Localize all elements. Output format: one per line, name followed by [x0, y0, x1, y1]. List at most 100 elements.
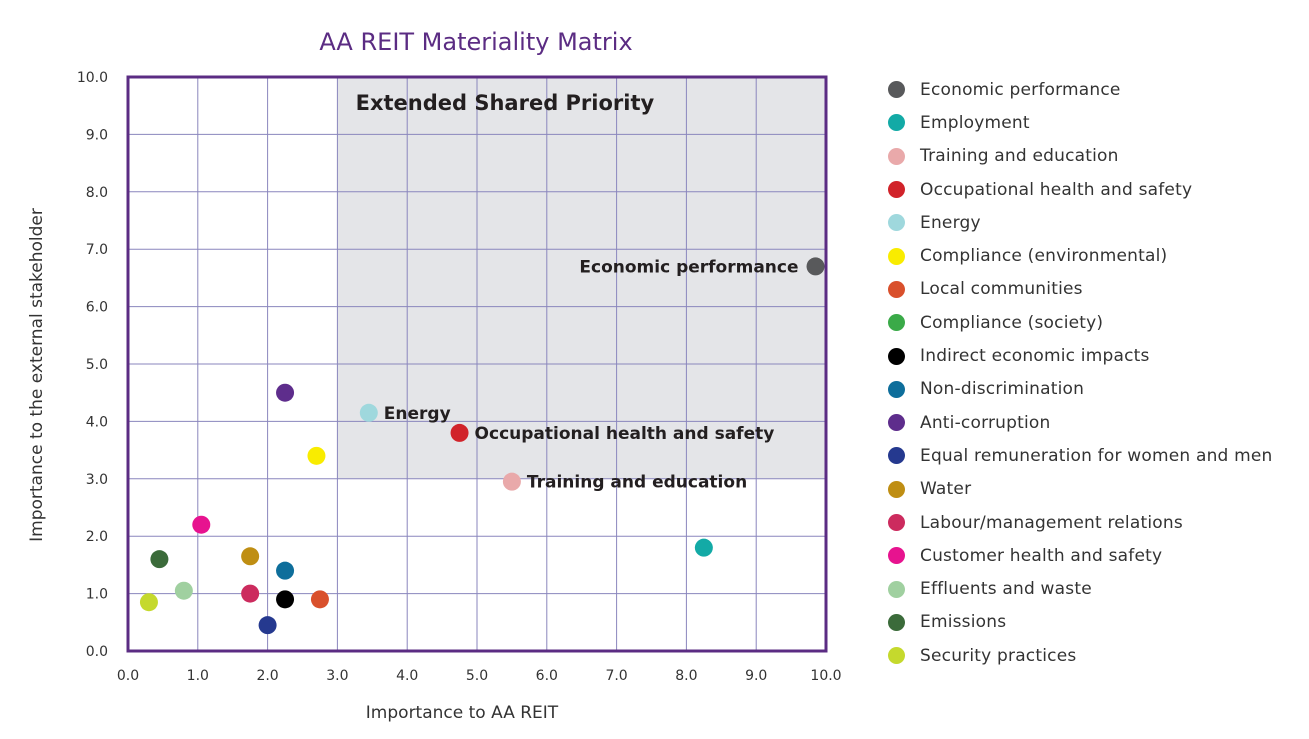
- legend-item: Training and education: [888, 140, 1273, 173]
- legend-item: Security practices: [888, 639, 1273, 672]
- legend-item: Energy: [888, 206, 1273, 239]
- data-point: [174, 581, 193, 600]
- legend-label: Non-discrimination: [920, 379, 1085, 400]
- data-point: [150, 550, 169, 569]
- data-point: [450, 423, 469, 442]
- legend-item: Equal remuneration for women and men: [888, 439, 1273, 472]
- x-tick-label: 8.0: [675, 668, 697, 684]
- point-annotation: Training and education: [527, 473, 747, 493]
- plot-frame: [126, 75, 828, 653]
- y-tick-label: 10.0: [77, 70, 108, 86]
- y-tick-label: 2.0: [86, 529, 108, 545]
- x-tick-label: 6.0: [536, 668, 558, 684]
- data-point: [276, 383, 295, 402]
- x-tick-label: 5.0: [466, 668, 488, 684]
- point-annotation: Occupational health and safety: [475, 424, 775, 444]
- legend-swatch: [888, 613, 905, 631]
- legend-label: Effluents and waste: [920, 579, 1092, 600]
- data-point: [276, 561, 295, 580]
- legend-item: Local communities: [888, 273, 1273, 306]
- legend-swatch: [888, 280, 905, 298]
- data-point: [359, 403, 378, 422]
- x-tick-label: 4.0: [396, 668, 418, 684]
- legend-label: Occupational health and safety: [920, 179, 1193, 200]
- x-tick-label: 1.0: [187, 668, 209, 684]
- legend-label: Anti-corruption: [920, 412, 1051, 433]
- legend-item: Anti-corruption: [888, 406, 1273, 439]
- y-tick-label: 6.0: [86, 300, 108, 316]
- y-tick-label: 0.0: [86, 644, 108, 660]
- legend-label: Labour/management relations: [920, 512, 1183, 533]
- y-tick-label: 3.0: [86, 472, 108, 488]
- legend-item: Employment: [888, 106, 1273, 139]
- y-tick-label: 9.0: [86, 127, 108, 143]
- legend-item: Compliance (society): [888, 306, 1273, 339]
- legend-label: Compliance (society): [920, 312, 1104, 333]
- data-point: [241, 547, 260, 566]
- legend-label: Water: [920, 479, 972, 500]
- legend-label: Employment: [920, 112, 1030, 133]
- legend-label: Local communities: [920, 279, 1083, 300]
- y-axis-label: Importance to the external stakeholder: [27, 208, 47, 542]
- data-point: [806, 257, 825, 276]
- legend-label: Indirect economic impacts: [920, 346, 1150, 367]
- point-annotation: Energy: [384, 404, 451, 424]
- data-point: [502, 472, 521, 491]
- data-point: [192, 515, 211, 534]
- data-point: [139, 593, 158, 612]
- legend-item: Non-discrimination: [888, 373, 1273, 406]
- y-tick-label: 1.0: [86, 587, 108, 603]
- legend-item: Emissions: [888, 606, 1273, 639]
- legend-label: Equal remuneration for women and men: [920, 445, 1273, 466]
- legend-label: Economic performance: [920, 79, 1121, 100]
- legend-swatch: [888, 414, 905, 432]
- x-tick-label: 9.0: [745, 668, 767, 684]
- legend-item: Customer health and safety: [888, 539, 1273, 572]
- y-tick-label: 7.0: [86, 242, 108, 258]
- x-tick-label: 0.0: [117, 668, 139, 684]
- x-tick-label: 2.0: [256, 668, 278, 684]
- legend-label: Compliance (environmental): [920, 246, 1168, 267]
- legend-swatch: [888, 314, 905, 332]
- legend-item: Economic performance: [888, 73, 1273, 106]
- legend-swatch: [888, 247, 905, 265]
- plot-area: Extended Shared Priority 0.0 1.0 2.0 3.0 4.0 5…: [77, 70, 842, 684]
- data-point: [276, 590, 295, 609]
- legend-item: Compliance (environmental): [888, 239, 1273, 272]
- legend-swatch: [888, 547, 905, 565]
- point-annotation: Economic performance: [579, 257, 798, 277]
- legend-item: Labour/management relations: [888, 506, 1273, 539]
- data-point: [310, 590, 329, 609]
- x-tick-label: 7.0: [605, 668, 627, 684]
- legend-swatch: [888, 347, 905, 365]
- legend-swatch: [888, 380, 905, 398]
- data-point: [258, 616, 277, 635]
- data-point: [694, 538, 713, 557]
- chart-title: AA REIT Materiality Matrix: [319, 28, 632, 56]
- legend-swatch: [888, 580, 905, 598]
- y-tick-label: 5.0: [86, 357, 108, 373]
- legend-swatch: [888, 114, 905, 132]
- region-label: Extended Shared Priority: [356, 91, 655, 115]
- legend-item: Indirect economic impacts: [888, 339, 1273, 372]
- y-tick-label: 4.0: [86, 414, 108, 430]
- x-tick-label: 3.0: [326, 668, 348, 684]
- legend-swatch: [888, 214, 905, 232]
- y-tick-label: 8.0: [86, 185, 108, 201]
- x-axis-label: Importance to AA REIT: [366, 703, 559, 723]
- legend-swatch: [888, 81, 905, 99]
- legend-item: Occupational health and safety: [888, 173, 1273, 206]
- legend-item: Effluents and waste: [888, 572, 1273, 605]
- legend-label: Security practices: [920, 645, 1077, 666]
- legend-swatch: [888, 181, 905, 199]
- data-point: [241, 584, 260, 603]
- legend-label: Emissions: [920, 612, 1007, 633]
- legend-swatch: [888, 514, 905, 531]
- legend-swatch: [888, 647, 905, 665]
- legend-label: Training and education: [920, 146, 1119, 167]
- priority-region: [337, 77, 826, 479]
- legend-swatch: [888, 147, 905, 165]
- legend: Economic performance Employment Training a…: [888, 73, 1273, 672]
- x-tick-label: 10.0: [810, 668, 841, 684]
